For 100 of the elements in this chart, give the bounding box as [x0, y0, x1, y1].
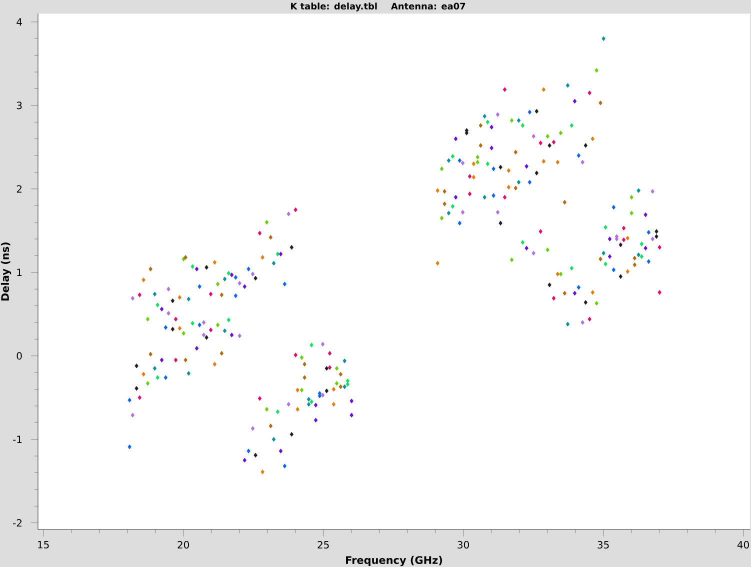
point [250, 272, 255, 276]
point [314, 418, 318, 423]
x-tick-label: 40 [737, 541, 749, 549]
point [576, 153, 580, 158]
point [602, 36, 606, 42]
point [468, 192, 472, 196]
point [324, 366, 329, 371]
point [204, 335, 208, 340]
point [260, 470, 264, 474]
point [328, 350, 332, 356]
point [272, 436, 276, 442]
point [272, 260, 276, 266]
point [482, 114, 486, 119]
point [334, 381, 339, 386]
point [646, 259, 650, 264]
point [590, 290, 594, 295]
point [446, 158, 451, 163]
point [602, 250, 606, 256]
point [320, 342, 325, 347]
point [208, 292, 213, 296]
point [520, 123, 525, 128]
point [142, 372, 146, 377]
point [166, 310, 170, 316]
point [612, 267, 616, 272]
point [594, 68, 598, 73]
y-tick-label: 2 [16, 185, 22, 193]
chart-subtitle: Antenna: ea07 [390, 2, 466, 10]
point [268, 234, 273, 240]
point [446, 210, 451, 216]
point [170, 326, 175, 332]
point [152, 292, 157, 296]
point [654, 229, 658, 234]
point [450, 204, 455, 209]
point [242, 458, 246, 463]
point [516, 180, 521, 185]
point [264, 220, 269, 225]
point [216, 322, 220, 328]
point [572, 98, 577, 104]
point [594, 300, 598, 306]
point [190, 264, 194, 269]
point [198, 322, 202, 328]
point [194, 346, 199, 351]
point [342, 384, 346, 390]
x-tick-label: 15 [38, 541, 49, 548]
point [622, 237, 626, 242]
point [350, 398, 354, 404]
point [302, 362, 306, 367]
point [460, 160, 465, 166]
x-axis-title: Frequency (GHz) [346, 556, 442, 566]
point [618, 274, 622, 279]
point [296, 406, 300, 412]
point [212, 260, 217, 265]
point [186, 371, 190, 376]
point [608, 254, 612, 259]
point [258, 230, 262, 236]
point [338, 372, 343, 377]
point [528, 180, 532, 185]
point [558, 130, 563, 136]
point [644, 212, 648, 218]
point [506, 168, 511, 173]
point [636, 252, 640, 258]
point [630, 210, 634, 216]
point [294, 352, 298, 358]
point [226, 270, 231, 276]
point [234, 293, 238, 298]
point [558, 272, 563, 276]
point [534, 108, 539, 114]
point [552, 296, 556, 301]
point [542, 158, 546, 164]
point [442, 189, 446, 194]
point [220, 292, 224, 298]
point [646, 230, 650, 235]
point [502, 194, 507, 200]
point [148, 266, 152, 272]
point [130, 412, 134, 418]
y-tick-label: 3 [16, 102, 22, 110]
point [572, 290, 577, 296]
point [178, 295, 182, 300]
point [198, 284, 202, 289]
point [346, 382, 350, 387]
point [146, 316, 150, 322]
point [486, 120, 490, 125]
point [164, 375, 168, 380]
point [532, 250, 536, 256]
point [510, 118, 514, 123]
x-tick-label: 30 [458, 541, 469, 549]
point [138, 395, 142, 400]
point [314, 402, 318, 408]
point [246, 266, 250, 272]
point [604, 262, 608, 266]
point [310, 342, 314, 348]
point [148, 352, 152, 357]
point [142, 278, 146, 282]
point [222, 276, 227, 282]
point [524, 246, 528, 251]
point [442, 202, 446, 206]
point [152, 366, 157, 371]
point [492, 166, 496, 172]
point [516, 118, 521, 123]
point [242, 284, 246, 289]
